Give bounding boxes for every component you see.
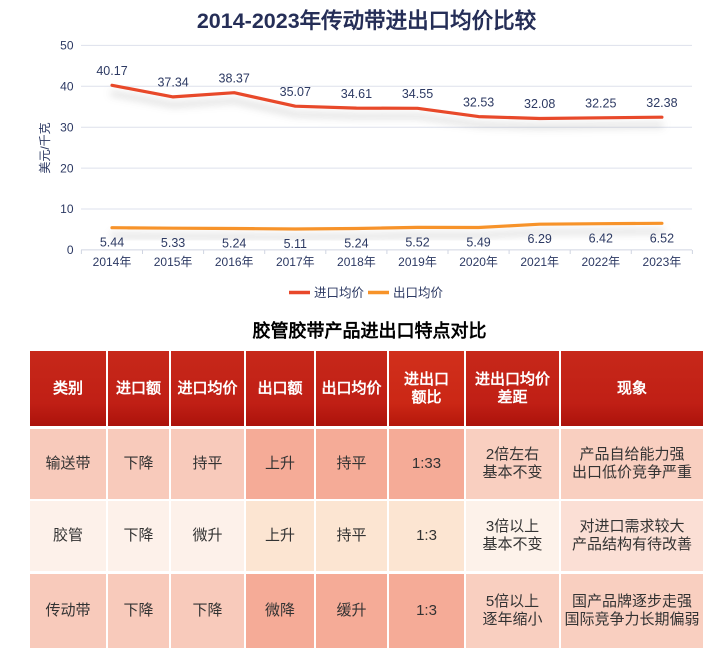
svg-text:5.11: 5.11 xyxy=(284,237,307,251)
svg-text:34.61: 34.61 xyxy=(341,87,372,101)
svg-text:20: 20 xyxy=(60,161,74,175)
svg-text:2022年: 2022年 xyxy=(581,255,620,269)
svg-text:美元/千克: 美元/千克 xyxy=(38,122,52,173)
svg-text:37.34: 37.34 xyxy=(157,76,188,90)
svg-text:2023年: 2023年 xyxy=(643,255,682,269)
svg-text:10: 10 xyxy=(60,202,74,216)
svg-text:35.07: 35.07 xyxy=(280,85,311,99)
svg-text:32.38: 32.38 xyxy=(646,96,677,110)
svg-text:32.25: 32.25 xyxy=(585,97,616,111)
svg-text:进口均价: 进口均价 xyxy=(314,286,365,300)
svg-text:2017年: 2017年 xyxy=(276,255,315,269)
svg-text:2020年: 2020年 xyxy=(459,255,498,269)
svg-text:32.53: 32.53 xyxy=(463,95,494,109)
svg-text:5.24: 5.24 xyxy=(222,237,246,251)
svg-text:5.52: 5.52 xyxy=(405,235,429,249)
svg-text:2018年: 2018年 xyxy=(337,255,376,269)
svg-text:出口均价: 出口均价 xyxy=(393,286,444,300)
svg-text:5.24: 5.24 xyxy=(344,237,368,251)
svg-text:50: 50 xyxy=(60,39,74,53)
svg-text:6.29: 6.29 xyxy=(528,232,552,246)
svg-text:6.42: 6.42 xyxy=(589,232,613,246)
svg-text:2014年: 2014年 xyxy=(93,255,132,269)
svg-text:5.44: 5.44 xyxy=(100,236,124,250)
svg-text:40: 40 xyxy=(60,80,74,94)
svg-text:6.52: 6.52 xyxy=(650,231,674,245)
svg-text:34.55: 34.55 xyxy=(402,87,433,101)
svg-text:30: 30 xyxy=(60,120,74,134)
svg-text:32.08: 32.08 xyxy=(524,97,555,111)
svg-text:2021年: 2021年 xyxy=(520,255,559,269)
svg-text:5.49: 5.49 xyxy=(466,236,490,250)
svg-text:2015年: 2015年 xyxy=(154,255,193,269)
svg-text:2016年: 2016年 xyxy=(215,255,254,269)
svg-text:2019年: 2019年 xyxy=(398,255,437,269)
svg-text:5.33: 5.33 xyxy=(161,236,185,250)
svg-text:0: 0 xyxy=(67,243,74,257)
svg-text:40.17: 40.17 xyxy=(96,64,127,78)
svg-text:38.37: 38.37 xyxy=(219,71,250,85)
